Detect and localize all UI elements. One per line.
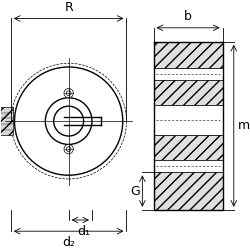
Text: G: G <box>130 184 140 198</box>
Bar <box>154 68 222 80</box>
Bar <box>154 105 222 135</box>
Text: R: R <box>64 1 73 14</box>
Bar <box>0 107 13 135</box>
Text: m: m <box>238 119 250 132</box>
Circle shape <box>64 144 73 154</box>
Text: d₁: d₁ <box>78 225 90 238</box>
Bar <box>154 135 222 160</box>
Bar <box>154 172 222 210</box>
Circle shape <box>54 106 84 136</box>
Bar <box>154 160 222 172</box>
Text: b: b <box>184 10 192 23</box>
Bar <box>154 80 222 105</box>
Circle shape <box>64 88 73 98</box>
Text: d₂: d₂ <box>62 236 75 249</box>
Bar <box>154 42 222 68</box>
